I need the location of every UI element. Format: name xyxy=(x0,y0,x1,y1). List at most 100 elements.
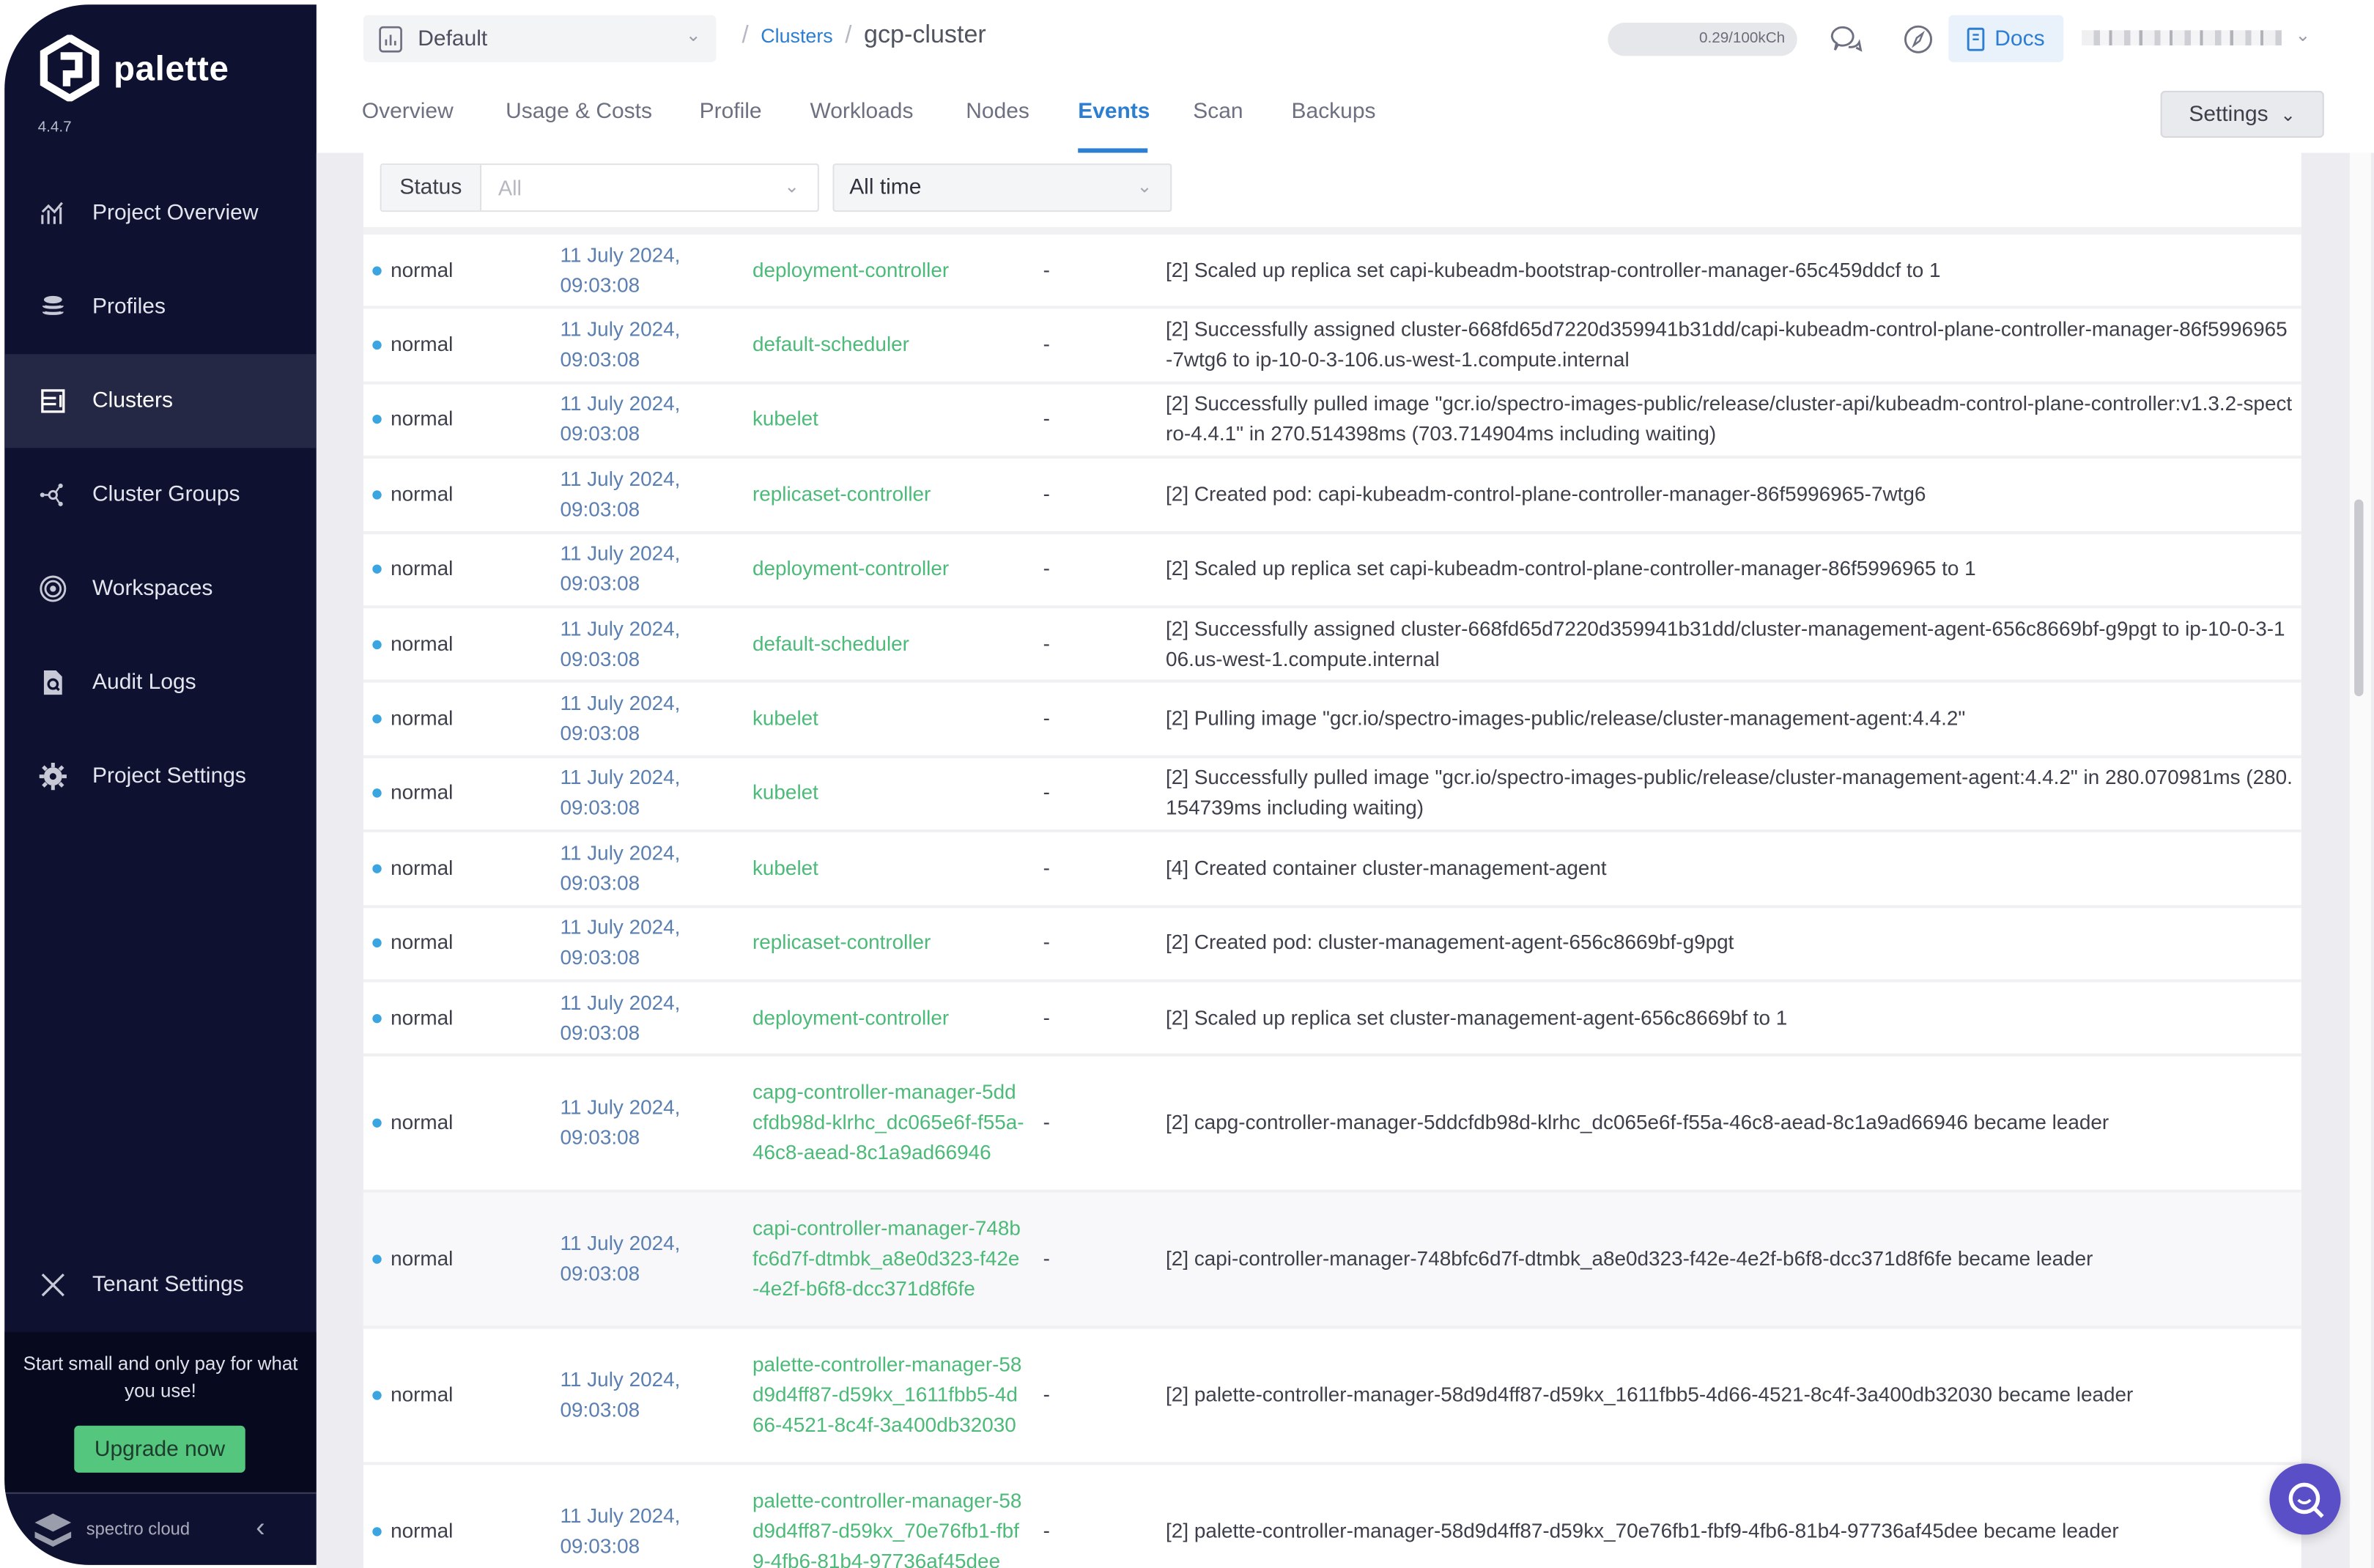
event-object: - xyxy=(1043,1520,1050,1543)
collapse-sidebar-icon[interactable]: ‹ xyxy=(256,1512,265,1542)
event-message: [2] Successfully assigned cluster-668fd6… xyxy=(1166,317,2288,371)
event-source: capi-controller-manager-748bfc6d7f-dtmbk… xyxy=(752,1217,1021,1301)
table-row[interactable]: normal 11 July 2024, 09:03:08 palette-cont… xyxy=(363,1329,2301,1466)
sidebar-item-tenant-settings[interactable]: Tenant Settings xyxy=(4,1238,317,1332)
event-message: [2] Created pod: capi-kubeadm-control-pl… xyxy=(1166,482,1926,506)
table-row[interactable]: normal 11 July 2024, 09:03:08 capi-control… xyxy=(363,1193,2301,1330)
breadcrumb-clusters-link[interactable]: Clusters xyxy=(761,24,833,48)
sidebar-item-workspaces[interactable]: Workspaces xyxy=(4,541,317,635)
table-row[interactable]: normal 11 July 2024, 09:03:08 kubelet - [2] … xyxy=(363,683,2301,758)
event-object: - xyxy=(1043,632,1050,655)
table-row[interactable]: normal 11 July 2024, 09:03:08 capg-control… xyxy=(363,1057,2301,1194)
event-source: kubelet xyxy=(752,706,818,730)
project-icon xyxy=(379,25,402,52)
event-message: [2] palette-controller-manager-58d9d4ff8… xyxy=(1166,1383,2134,1407)
settings-label: Settings xyxy=(2189,102,2268,127)
table-row[interactable]: normal 11 July 2024, 09:03:08 kubelet - [2] … xyxy=(363,384,2301,459)
table-row[interactable]: normal 11 July 2024, 09:03:08 kubelet - [4] … xyxy=(363,832,2301,908)
sidebar-item-cluster-groups[interactable]: Cluster Groups xyxy=(4,448,317,541)
table-row[interactable]: normal 11 July 2024, 09:03:08 replicaset-c… xyxy=(363,459,2301,534)
event-message: [2] Scaled up replica set capi-kubeadm-c… xyxy=(1166,557,1976,580)
help-search-button[interactable] xyxy=(2269,1463,2341,1535)
scrollbar-thumb[interactable] xyxy=(2354,499,2364,697)
table-row[interactable]: normal 11 July 2024, 09:03:08 default-sche… xyxy=(363,309,2301,385)
sidebar-item-label: Project Settings xyxy=(92,764,246,789)
tab-workloads[interactable]: Workloads xyxy=(810,100,914,125)
event-source: kubelet xyxy=(752,856,818,879)
status-dot-icon xyxy=(372,565,382,574)
sidebar-item-project-settings[interactable]: Project Settings xyxy=(4,730,317,824)
sidebar-item-project-overview[interactable]: Project Overview xyxy=(4,166,317,260)
status-dot-icon xyxy=(372,789,382,799)
event-time: 11 July 2024, 09:03:08 xyxy=(560,392,681,446)
chevron-down-icon: ⌄ xyxy=(1136,175,1153,197)
event-time: 11 July 2024, 09:03:08 xyxy=(560,1096,681,1150)
event-time: 11 July 2024, 09:03:08 xyxy=(560,1232,681,1286)
event-object: - xyxy=(1043,1247,1050,1271)
sidebar-item-label: Cluster Groups xyxy=(92,482,240,507)
time-range-value: All time xyxy=(849,175,922,200)
event-time: 11 July 2024, 09:03:08 xyxy=(560,991,681,1044)
table-row[interactable]: normal 11 July 2024, 09:03:08 replicaset-c… xyxy=(363,908,2301,983)
status-dot-icon xyxy=(372,939,382,948)
tab-overview[interactable]: Overview xyxy=(361,100,454,125)
docs-button[interactable]: Docs xyxy=(1948,15,2064,62)
tab-nodes[interactable]: Nodes xyxy=(966,100,1029,125)
table-row[interactable]: normal 11 July 2024, 09:03:08 default-sche… xyxy=(363,608,2301,684)
event-time: 11 July 2024, 09:03:08 xyxy=(560,1369,681,1422)
project-selector[interactable]: Default ⌄ xyxy=(363,15,717,62)
chart-icon xyxy=(41,201,63,224)
compass-icon[interactable] xyxy=(1903,23,1933,56)
event-message: [2] Successfully pulled image "gcr.io/sp… xyxy=(1166,766,2293,820)
chevron-down-icon: ⌄ xyxy=(2280,103,2296,125)
event-message: [2] capi-controller-manager-748bfc6d7f-d… xyxy=(1166,1247,2093,1271)
status-dot-icon xyxy=(372,864,382,873)
status-filter-select[interactable]: All ⌄ xyxy=(481,165,818,210)
palette-logo[interactable]: palette xyxy=(38,34,229,102)
status-dot-icon xyxy=(372,340,382,350)
tab-events[interactable]: Events xyxy=(1078,100,1150,125)
table-row[interactable]: normal 11 July 2024, 09:03:08 deployment-c… xyxy=(363,983,2301,1057)
event-source: deployment-controller xyxy=(752,258,950,281)
event-status: normal xyxy=(391,706,454,730)
tab-usage-costs[interactable]: Usage & Costs xyxy=(506,100,652,125)
event-object: - xyxy=(1043,781,1050,805)
table-row[interactable]: normal 11 July 2024, 09:03:08 palette-cont… xyxy=(363,1465,2301,1568)
event-message: [2] Scaled up replica set cluster-manage… xyxy=(1166,1005,1788,1029)
event-time: 11 July 2024, 09:03:08 xyxy=(560,317,681,371)
event-source: palette-controller-manager-58d9d4ff87-d5… xyxy=(752,1490,1022,1568)
sidebar-item-profiles[interactable]: Profiles xyxy=(4,260,317,354)
status-dot-icon xyxy=(372,1119,382,1128)
table-row[interactable]: normal 11 July 2024, 09:03:08 deployment-c… xyxy=(363,234,2301,310)
time-range-filter[interactable]: All time ⌄ xyxy=(832,163,1172,212)
sidebar-item-audit-logs[interactable]: Audit Logs xyxy=(4,636,317,730)
table-row[interactable]: normal 11 July 2024, 09:03:08 kubelet - [2] … xyxy=(363,758,2301,833)
user-menu-blurred[interactable] xyxy=(2082,30,2282,45)
event-time: 11 July 2024, 09:03:08 xyxy=(560,617,681,670)
chat-icon[interactable] xyxy=(1827,21,1864,58)
status-filter[interactable]: Status All ⌄ xyxy=(380,163,819,212)
event-message: [2] Successfully assigned cluster-668fd6… xyxy=(1166,617,2285,670)
tab-profile[interactable]: Profile xyxy=(699,100,762,125)
event-object: - xyxy=(1043,1005,1050,1029)
search-icon xyxy=(2288,1482,2323,1517)
upgrade-now-button[interactable]: Upgrade now xyxy=(74,1425,245,1473)
sidebar-item-label: Tenant Settings xyxy=(92,1273,244,1298)
status-dot-icon xyxy=(372,1255,382,1265)
event-source: default-scheduler xyxy=(752,333,909,356)
project-name: Default xyxy=(418,26,488,51)
status-dot-icon xyxy=(372,489,382,500)
chevron-down-icon[interactable]: ⌄ xyxy=(2295,24,2311,45)
tab-backups[interactable]: Backups xyxy=(1291,100,1376,125)
sidebar-item-clusters[interactable]: Clusters xyxy=(4,354,317,448)
event-status: normal xyxy=(391,1111,454,1134)
breadcrumb-separator: / xyxy=(742,21,749,48)
event-source: kubelet xyxy=(752,407,818,431)
scrollbar[interactable] xyxy=(2349,152,2371,1568)
settings-dropdown-button[interactable]: Settings ⌄ xyxy=(2160,90,2324,138)
sidebar: palette 4.4.7 Project Overview Profiles Cl… xyxy=(4,4,317,1565)
sidebar-item-label: Audit Logs xyxy=(92,670,196,695)
brand-name: palette xyxy=(113,48,229,87)
tab-scan[interactable]: Scan xyxy=(1193,100,1243,125)
table-row[interactable]: normal 11 July 2024, 09:03:08 deployment-c… xyxy=(363,533,2301,609)
